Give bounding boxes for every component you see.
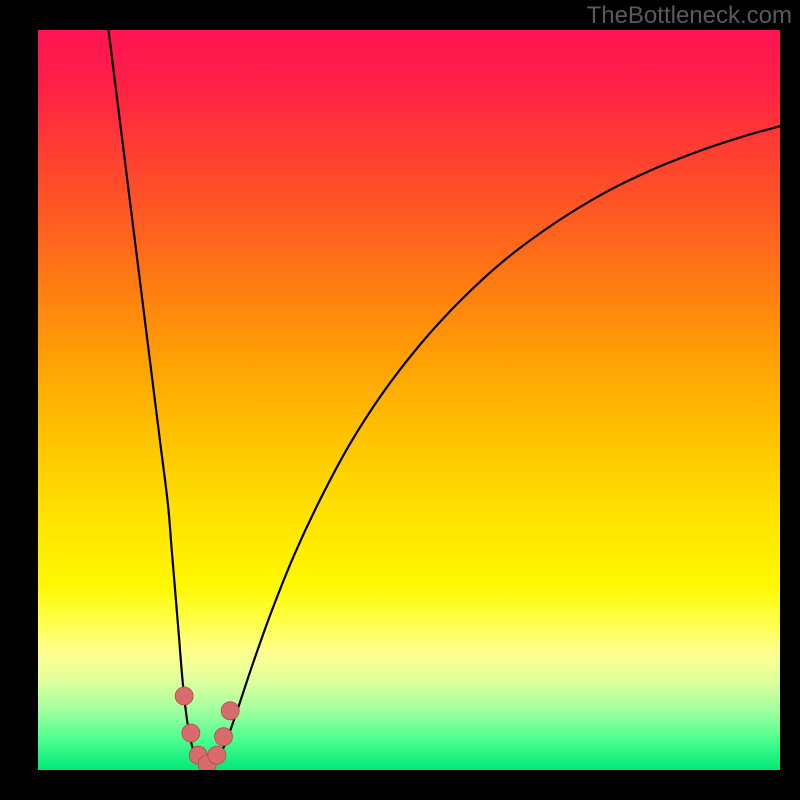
chart-border [780,0,800,800]
chart-container: { "watermark": { "text": "TheBottleneck.… [0,0,800,800]
chart-border [0,770,800,800]
chart-border [0,0,38,800]
data-marker [175,687,193,705]
data-marker [215,728,233,746]
data-marker [208,746,226,764]
bottleneck-chart [0,0,800,800]
watermark-text: TheBottleneck.com [587,2,792,30]
data-marker [182,724,200,742]
plot-background [38,30,780,770]
data-marker [221,702,239,720]
